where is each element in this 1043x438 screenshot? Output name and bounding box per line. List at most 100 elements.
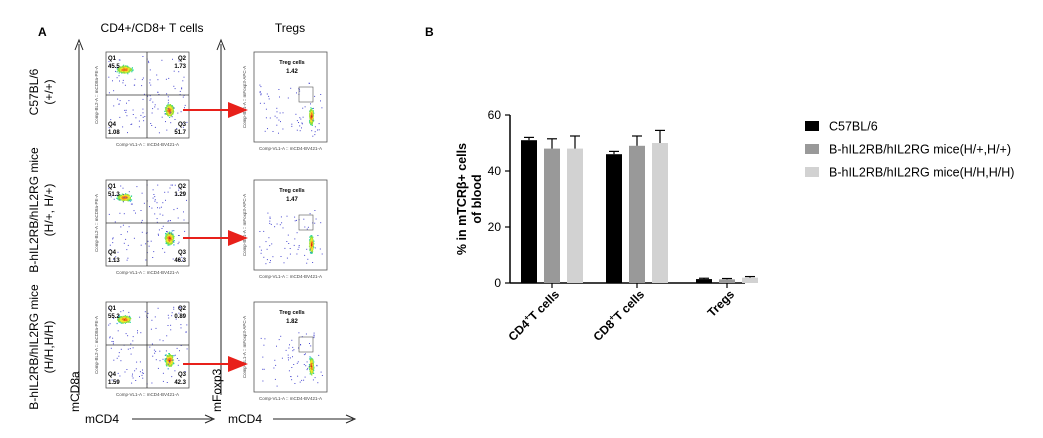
flow-event-dot [127,200,129,202]
flow-event-dot [151,112,153,114]
flow-event-dot [314,134,316,136]
flow-event-dot [170,358,172,360]
flow-event-dot [165,350,167,352]
flow-event-dot [294,220,296,222]
flow-event-dot [310,361,312,363]
flow-event-dot [166,240,168,243]
treg-plot-x-caption: Comp-VL1-A :: mCD4-BV421-A [259,396,322,401]
flow-event-dot [158,234,159,236]
flow-event-dot [176,358,178,359]
flow-event-dot [151,125,153,126]
flow-event-dot [127,197,129,199]
flow-event-dot [164,354,166,356]
flow-event-dot [310,241,312,243]
flow-event-dot [124,70,127,72]
flow-event-dot [301,127,302,129]
flow-event-dot [269,245,271,247]
flow-event-dot [311,130,313,132]
flow-event-dot [170,358,172,360]
flow-event-dot [127,196,129,198]
flow-event-dot [309,241,311,243]
flow-event-dot [113,359,115,361]
flow-event-dot [128,321,130,323]
flow-event-dot [120,70,123,72]
flow-event-dot [116,66,119,69]
flow-event-dot [166,93,168,95]
flow-event-dot [284,247,286,249]
flow-event-dot [310,235,312,237]
flow-event-dot [310,248,312,250]
flow-event-dot [296,92,297,94]
flow-event-dot [298,332,300,334]
flow-event-dot [170,365,172,367]
flow-event-dot [127,132,128,134]
flow-event-dot [123,65,125,67]
flow-event-dot [169,355,171,357]
flow-event-dot [319,248,321,250]
flow-event-dot [315,218,317,220]
flow-event-dot [171,242,173,244]
flow-event-dot [154,104,156,106]
flow-event-dot [310,369,312,371]
flow-event-dot [165,242,167,244]
flow-event-dot [127,335,129,337]
flow-event-dot [299,117,301,119]
row-label-1-line2: (+/+) [42,79,56,104]
flow-event-dot [119,198,121,200]
flow-event-dot [165,240,167,242]
flow-event-dot [309,247,311,249]
flow-event-dot [265,108,267,110]
flow-event-dot [321,253,323,255]
flow-event-dot [138,120,140,122]
row-label-2: B-hIL2RB/hIL2RG mice (H/+, H/+) [27,147,56,273]
flow-event-dot [108,188,110,190]
flow-event-dot [320,371,322,373]
flow-event-dot [122,318,124,320]
flow-event-dot [119,319,121,321]
flow-event-dot [127,348,129,350]
flow-event-dot [142,108,144,110]
flow-event-dot [139,371,141,373]
flow-event-dot [129,68,131,70]
flow-event-dot [312,118,314,120]
flow-event-dot [171,236,173,238]
flow-event-dot [168,355,170,357]
flow-event-dot [172,233,174,236]
flow-event-dot [126,318,128,320]
flow-event-dot [118,318,120,320]
flow-event-dot [168,240,170,242]
flow-event-dot [265,263,267,265]
flow-event-dot [304,376,306,378]
flow-event-dot [129,200,132,202]
flow-event-dot [171,315,173,317]
flow-event-dot [131,71,133,73]
flow-event-dot [177,112,179,114]
flow-event-dot [260,337,262,339]
quadrant-q4-value: 1.59 [108,380,120,386]
flow-event-dot [166,335,168,337]
flow-event-dot [173,237,175,240]
flow-event-dot [269,117,271,119]
flow-event-dot [122,201,124,203]
flow-event-dot [309,116,311,118]
flow-event-dot [171,110,173,113]
x-tick-label-1: CD4+T cells [505,286,563,344]
flow-event-dot [175,318,177,320]
quadrant-q2-label: Q2 [178,184,187,190]
flow-event-dot [125,71,127,73]
flow-event-dot [152,355,154,357]
flow-event-dot [149,79,151,81]
row-label-1: C57BL/6 (+/+) [27,68,56,115]
flow-event-dot [309,122,311,124]
flow-event-dot [148,60,149,62]
flow-event-dot [108,308,110,310]
flow-event-dot [147,240,149,242]
flow-event-dot [127,318,129,320]
flow-event-dot [276,385,278,387]
flow-event-dot [122,69,124,71]
flow-event-dot [169,231,171,233]
flow-event-dot [149,95,151,97]
flow-event-dot [123,199,125,201]
flow-event-dot [159,339,161,341]
flow-event-dot [171,108,174,110]
